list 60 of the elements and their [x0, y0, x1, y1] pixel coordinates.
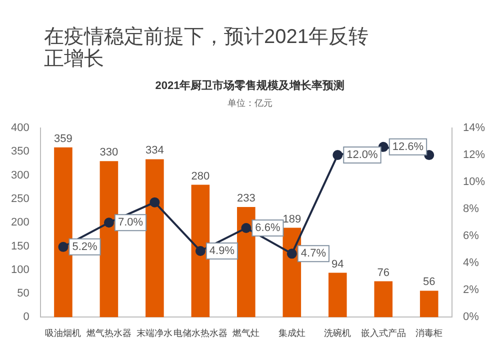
x-tick-label: 消毒柜: [416, 328, 443, 338]
y2-tick-label: 2%: [462, 284, 480, 296]
point: [58, 242, 68, 252]
y-tick-label: 350: [10, 146, 30, 158]
bar: [100, 161, 118, 318]
bar: [54, 147, 72, 318]
point: [195, 246, 206, 256]
data-label: 280: [191, 170, 210, 182]
data-label: 4.9%: [209, 245, 235, 258]
data-label: 330: [100, 146, 118, 159]
bar: [146, 159, 164, 318]
x-tick-label: 洗碗机: [324, 328, 352, 338]
data-label: 5.2%: [72, 240, 98, 253]
data-label: 56: [422, 276, 436, 288]
point: [332, 150, 343, 160]
chart-subtitle: 2021年厨卫市场零售规模及增长率预测: [154, 78, 346, 93]
y-tick-label: 250: [10, 192, 30, 205]
data-label: 359: [54, 132, 72, 145]
x-tick-label: 吸油烟机: [45, 328, 82, 338]
data-label: 12.6%: [392, 140, 424, 153]
x-tick-label: 末端净水: [136, 328, 173, 338]
x-tick-label: 集成灶: [278, 328, 306, 338]
y-tick-label: 100: [10, 264, 30, 276]
y2-tick-label: 6%: [462, 230, 480, 242]
y2-tick-label: 4%: [462, 257, 480, 270]
data-label: 6.6%: [255, 222, 280, 234]
point: [150, 197, 160, 208]
y2-tick-label: 0%: [462, 311, 480, 324]
point: [286, 248, 297, 259]
bar: [237, 206, 256, 318]
x-tick-label: 燃气灶: [232, 328, 260, 338]
data-label: 94: [332, 258, 344, 270]
x-tick-label: 电储水热水器: [173, 328, 228, 338]
y2-tick-label: 8%: [462, 203, 480, 216]
point: [241, 223, 252, 234]
data-label: 7.0%: [118, 216, 144, 229]
data-label: 4.7%: [300, 248, 326, 260]
point: [104, 218, 114, 228]
y-tick-label: 400: [10, 122, 30, 134]
y2-tick-label: 14%: [462, 122, 486, 134]
data-label: 334: [146, 144, 164, 157]
text: 单位：亿元: [226, 97, 274, 110]
data-label: 12.0%: [346, 149, 378, 162]
x-tick-label: 嵌入式产品: [360, 328, 406, 338]
chart-title: 在疫情稳定前提下，预计2021年反转正增长: [44, 26, 370, 70]
data-label: 189: [282, 213, 302, 226]
y-tick-label: 150: [10, 240, 30, 252]
y2-tick-label: 10%: [462, 176, 486, 188]
bar: [420, 290, 438, 318]
bar: [191, 184, 210, 318]
bar: [328, 272, 347, 318]
y-tick-label: 50: [17, 288, 30, 300]
y-tick-label: 0: [23, 311, 30, 324]
data-label: 76: [377, 266, 390, 279]
bar: [374, 281, 393, 318]
x-tick-label: 燃气热水器: [86, 328, 132, 338]
y-tick-label: 300: [10, 169, 30, 182]
y-tick-label: 200: [10, 216, 30, 229]
data-label: 233: [236, 192, 256, 205]
y2-tick-label: 12%: [462, 149, 486, 162]
